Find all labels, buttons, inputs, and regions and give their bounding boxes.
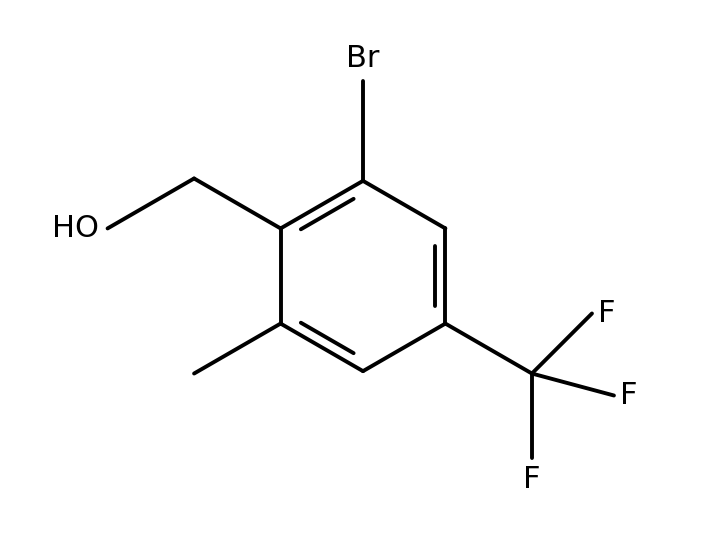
Text: F: F <box>523 465 541 494</box>
Text: HO: HO <box>52 214 99 243</box>
Text: F: F <box>598 299 616 328</box>
Text: Br: Br <box>346 44 380 73</box>
Text: F: F <box>621 381 638 410</box>
